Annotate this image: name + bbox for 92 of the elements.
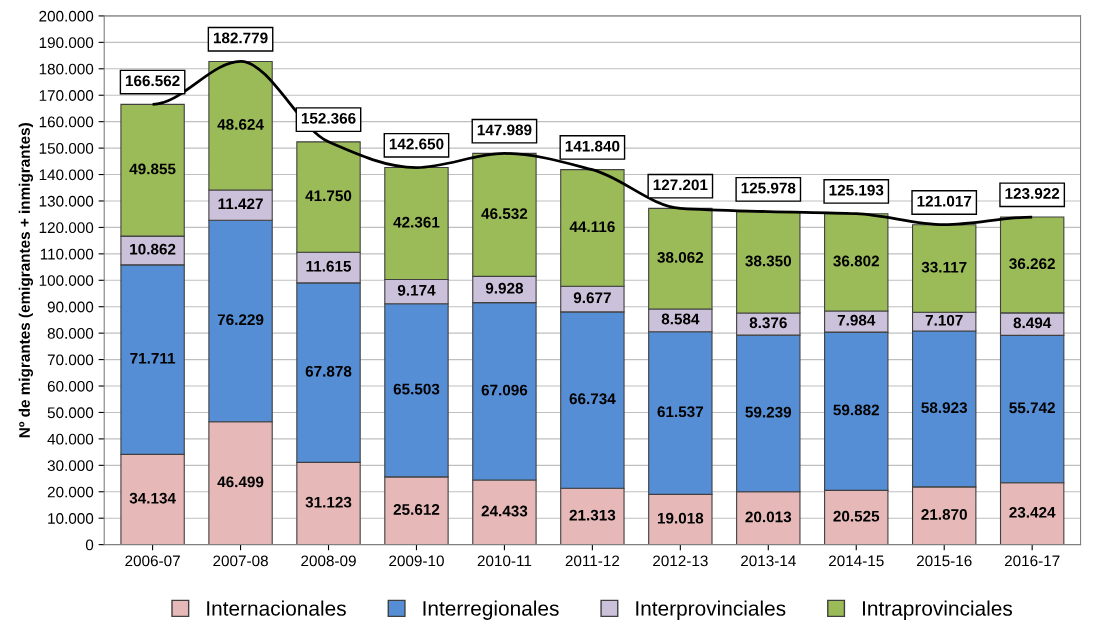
data-label: 34.134 xyxy=(129,492,176,504)
y-tick-label: 20.000 xyxy=(47,486,94,498)
total-label: 127.201 xyxy=(653,179,708,191)
total-label: 125.193 xyxy=(829,184,884,196)
data-label: 66.734 xyxy=(569,393,616,405)
y-tick-label: 60.000 xyxy=(47,380,94,392)
legend-label: Interregionales xyxy=(423,600,559,620)
total-label: 142.650 xyxy=(389,138,444,150)
data-label: 46.499 xyxy=(217,476,264,488)
data-label: 67.878 xyxy=(305,365,352,377)
data-label: 11.427 xyxy=(218,198,263,210)
y-tick-label: 30.000 xyxy=(47,460,94,472)
y-axis-title: Nº de migrantes (emigrantes + inmigrantes) xyxy=(18,123,34,438)
y-tick-label: 100.000 xyxy=(39,275,94,286)
data-label: 20.525 xyxy=(833,510,880,522)
data-label: 20.013 xyxy=(745,511,792,523)
data-label: 23.424 xyxy=(1009,506,1056,518)
data-label: 7.107 xyxy=(925,314,963,326)
data-label: 10.862 xyxy=(130,243,176,255)
data-label: 8.376 xyxy=(749,317,787,329)
data-label: 42.361 xyxy=(393,216,440,228)
data-label: 9.174 xyxy=(397,284,436,296)
total-label: 123.922 xyxy=(1005,188,1060,199)
data-label: 33.117 xyxy=(921,261,967,273)
x-tick-label: 2007-08 xyxy=(213,555,268,567)
total-label: 166.562 xyxy=(125,75,180,87)
data-label: 8.584 xyxy=(661,313,700,325)
y-tick-label: 10.000 xyxy=(48,513,94,524)
y-tick-label: 190.000 xyxy=(39,37,94,49)
y-tick-label: 0 xyxy=(85,539,94,551)
data-label: 58.923 xyxy=(921,402,968,414)
data-label: 38.350 xyxy=(745,255,792,267)
y-tick-label: 130.000 xyxy=(39,195,94,207)
x-tick-label: 2011-12 xyxy=(565,555,620,567)
y-tick-label: 50.000 xyxy=(47,407,94,419)
data-label: 9.677 xyxy=(573,292,611,304)
data-label: 48.624 xyxy=(217,119,264,130)
y-tick-label: 200.000 xyxy=(39,10,94,22)
x-tick-label: 2012-13 xyxy=(653,555,708,567)
data-label: 21.313 xyxy=(569,509,616,521)
x-tick-label: 2008-09 xyxy=(301,555,356,567)
data-label: 76.229 xyxy=(217,314,264,326)
y-tick-label: 170.000 xyxy=(39,90,94,101)
data-label: 55.742 xyxy=(1009,402,1055,414)
y-tick-label: 110.000 xyxy=(40,248,94,260)
total-label: 182.779 xyxy=(213,32,268,44)
data-label: 44.116 xyxy=(569,221,615,233)
data-label: 49.855 xyxy=(129,163,176,175)
y-tick-label: 90.000 xyxy=(47,301,94,313)
data-label: 71.711 xyxy=(130,353,176,364)
total-label: 125.978 xyxy=(741,182,796,194)
y-tick-label: 70.000 xyxy=(47,354,94,366)
legend-label: Internacionales xyxy=(207,600,346,616)
x-tick-label: 2016-17 xyxy=(1004,555,1060,567)
data-label: 24.433 xyxy=(481,505,528,517)
data-label: 46.532 xyxy=(481,208,528,220)
y-tick-label: 150.000 xyxy=(39,142,94,154)
x-tick-label: 2006-07 xyxy=(125,555,180,567)
data-label: 38.062 xyxy=(657,251,704,263)
data-label: 65.503 xyxy=(393,383,440,395)
data-label: 59.882 xyxy=(833,404,880,416)
y-tick-label: 40.000 xyxy=(47,433,94,445)
data-label: 11.615 xyxy=(306,260,352,272)
x-tick-label: 2015-16 xyxy=(916,555,972,567)
total-label: 121.017 xyxy=(917,195,972,207)
total-label: 152.366 xyxy=(301,112,356,124)
total-label: 141.840 xyxy=(565,140,620,152)
data-label: 9.928 xyxy=(485,282,524,294)
x-tick-label: 2014-15 xyxy=(828,555,884,567)
x-tick-label: 2010-11 xyxy=(477,555,532,567)
legend-label: Interprovinciales xyxy=(636,600,786,620)
y-tick-label: 180.000 xyxy=(39,63,94,75)
x-tick-label: 2013-14 xyxy=(741,555,796,567)
data-label: 8.494 xyxy=(1013,317,1052,329)
data-label: 67.096 xyxy=(481,384,528,396)
y-tick-label: 80.000 xyxy=(47,328,94,339)
y-tick-label: 140.000 xyxy=(39,169,94,181)
data-label: 21.870 xyxy=(921,509,967,520)
total-label: 147.989 xyxy=(477,124,532,136)
data-label: 19.018 xyxy=(657,512,704,524)
data-label: 59.239 xyxy=(745,406,792,418)
y-tick-label: 160.000 xyxy=(39,116,94,128)
data-label: 41.750 xyxy=(305,190,352,202)
data-label: 31.123 xyxy=(305,496,352,508)
data-label: 36.802 xyxy=(833,255,880,267)
data-label: 36.262 xyxy=(1009,258,1055,270)
data-label: 7.984 xyxy=(837,314,876,326)
legend-label: Intraprovinciales xyxy=(863,600,1013,620)
x-tick-label: 2009-10 xyxy=(389,555,444,567)
y-tick-label: 120.000 xyxy=(39,222,94,234)
data-label: 61.537 xyxy=(657,406,704,418)
data-label: 25.612 xyxy=(393,504,440,515)
